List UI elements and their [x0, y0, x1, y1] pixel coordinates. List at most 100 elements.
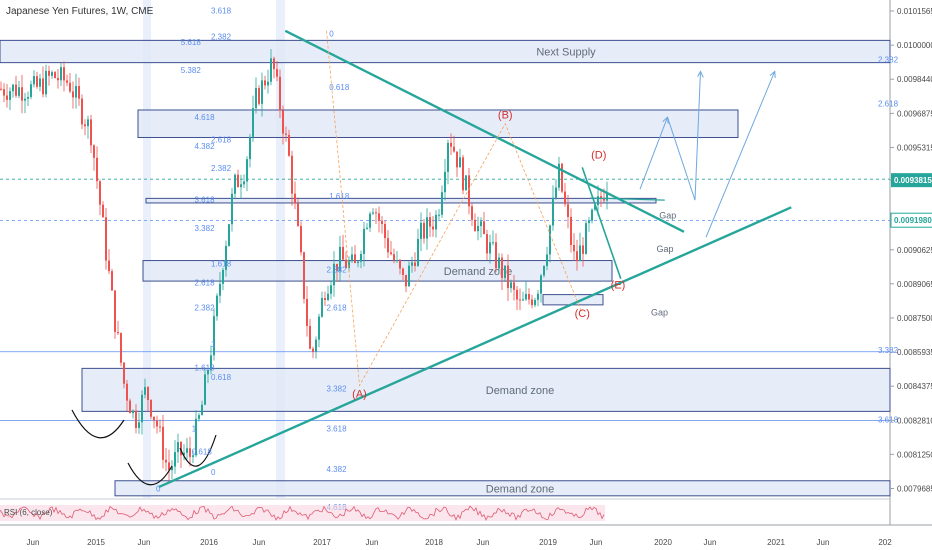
candle-body	[408, 265, 410, 287]
price-tick-label: 0.0095315	[897, 143, 932, 152]
fib-label: 1	[211, 340, 216, 349]
candle-body	[498, 257, 500, 269]
fib-label: 2.618	[327, 303, 348, 312]
fib-label: 0.618	[211, 373, 232, 382]
projection-arrow	[705, 71, 775, 238]
candle-body	[423, 222, 425, 239]
time-tick-label: Jun	[704, 538, 717, 547]
candle-body	[354, 254, 356, 264]
fib-label: 5.382	[181, 66, 202, 75]
candle-body	[381, 220, 383, 224]
candle-body	[285, 133, 287, 135]
fib-label: 3.382	[878, 346, 899, 355]
candle-body	[228, 224, 230, 246]
candle-body	[249, 136, 251, 160]
candle-body	[537, 293, 539, 300]
price-tick-label: 0.0090625	[897, 246, 932, 255]
candle-body	[105, 217, 107, 261]
candle-body	[501, 257, 503, 278]
candle-body	[204, 374, 206, 405]
candle-body	[219, 283, 221, 296]
candle-body	[84, 124, 86, 127]
fib-label: 2.382	[878, 56, 899, 65]
candle-body	[69, 82, 71, 92]
candle-body	[39, 78, 41, 87]
fib-label: 2.382	[195, 303, 216, 312]
candle-body	[519, 299, 521, 301]
candle-body	[102, 204, 104, 218]
candle-body	[495, 242, 497, 269]
candle-body	[210, 355, 212, 371]
time-tick-label: Jun	[590, 538, 603, 547]
fib-label: 0	[211, 468, 216, 477]
candle-body	[480, 221, 482, 227]
chart-title: Japanese Yen Futures, 1W, CME	[6, 6, 154, 17]
time-tick-label: 2021	[767, 538, 785, 547]
candle-body	[300, 225, 302, 253]
candle-body	[402, 268, 404, 275]
candle-body	[177, 442, 179, 453]
candle-body	[396, 260, 398, 262]
candle-body	[450, 142, 452, 147]
time-tick-label: 2017	[313, 538, 331, 547]
candle-body	[222, 269, 224, 284]
candle-body	[465, 175, 467, 191]
candle-body	[123, 362, 125, 384]
candle-body	[315, 339, 317, 352]
time-tick-label: Jun	[253, 538, 266, 547]
price-tick-label: 0.0101565	[897, 7, 932, 16]
candle-body	[363, 228, 365, 254]
zone-label: Demand zone	[486, 483, 555, 495]
candle-body	[567, 204, 569, 217]
candle-body	[183, 452, 185, 456]
fib-label: 2.618	[878, 99, 899, 108]
candle-body	[555, 187, 557, 198]
candle-body	[513, 282, 515, 290]
candle-body	[546, 254, 548, 267]
candle-body	[297, 203, 299, 226]
candle-body	[180, 442, 182, 456]
candle-body	[189, 448, 191, 457]
candle-body	[171, 466, 173, 471]
candle-body	[9, 91, 11, 100]
candle-body	[597, 196, 599, 206]
candle-body	[168, 462, 170, 471]
projection-arrow	[667, 117, 696, 201]
candle-body	[186, 448, 188, 453]
fib-label: 0	[156, 484, 161, 493]
candle-body	[318, 316, 320, 340]
candle-body	[243, 181, 245, 185]
candle-body	[390, 252, 392, 255]
candle-body	[147, 387, 149, 401]
candle-body	[141, 394, 143, 423]
candle-body	[447, 142, 449, 172]
candle-body	[528, 293, 530, 300]
candle-body	[435, 214, 437, 230]
candle-body	[453, 146, 455, 152]
candle-body	[492, 242, 494, 244]
candle-body	[516, 289, 518, 300]
candle-body	[309, 325, 311, 349]
candle-body	[276, 69, 278, 77]
candle-body	[531, 299, 533, 306]
price-tick-label: 0.0084375	[897, 382, 932, 391]
rsi-label: RSI (6, close)	[4, 508, 53, 517]
fib-label: 2.382	[211, 164, 232, 173]
candle-body	[333, 263, 335, 286]
current-price-badge	[891, 173, 932, 188]
fib-label: 3.618	[878, 416, 899, 425]
candle-body	[348, 261, 350, 268]
candle-body	[90, 119, 92, 146]
wave-connector	[326, 30, 583, 387]
candle-body	[174, 452, 176, 467]
candle-body	[225, 245, 227, 270]
candle-body	[42, 78, 44, 95]
price-tick-label: 0.0098440	[897, 75, 932, 84]
candle-body	[30, 84, 32, 97]
candle-body	[36, 76, 38, 87]
candle-body	[336, 263, 338, 271]
candle-body	[405, 274, 407, 287]
rsi-line	[0, 505, 605, 521]
candle-body	[48, 70, 50, 76]
